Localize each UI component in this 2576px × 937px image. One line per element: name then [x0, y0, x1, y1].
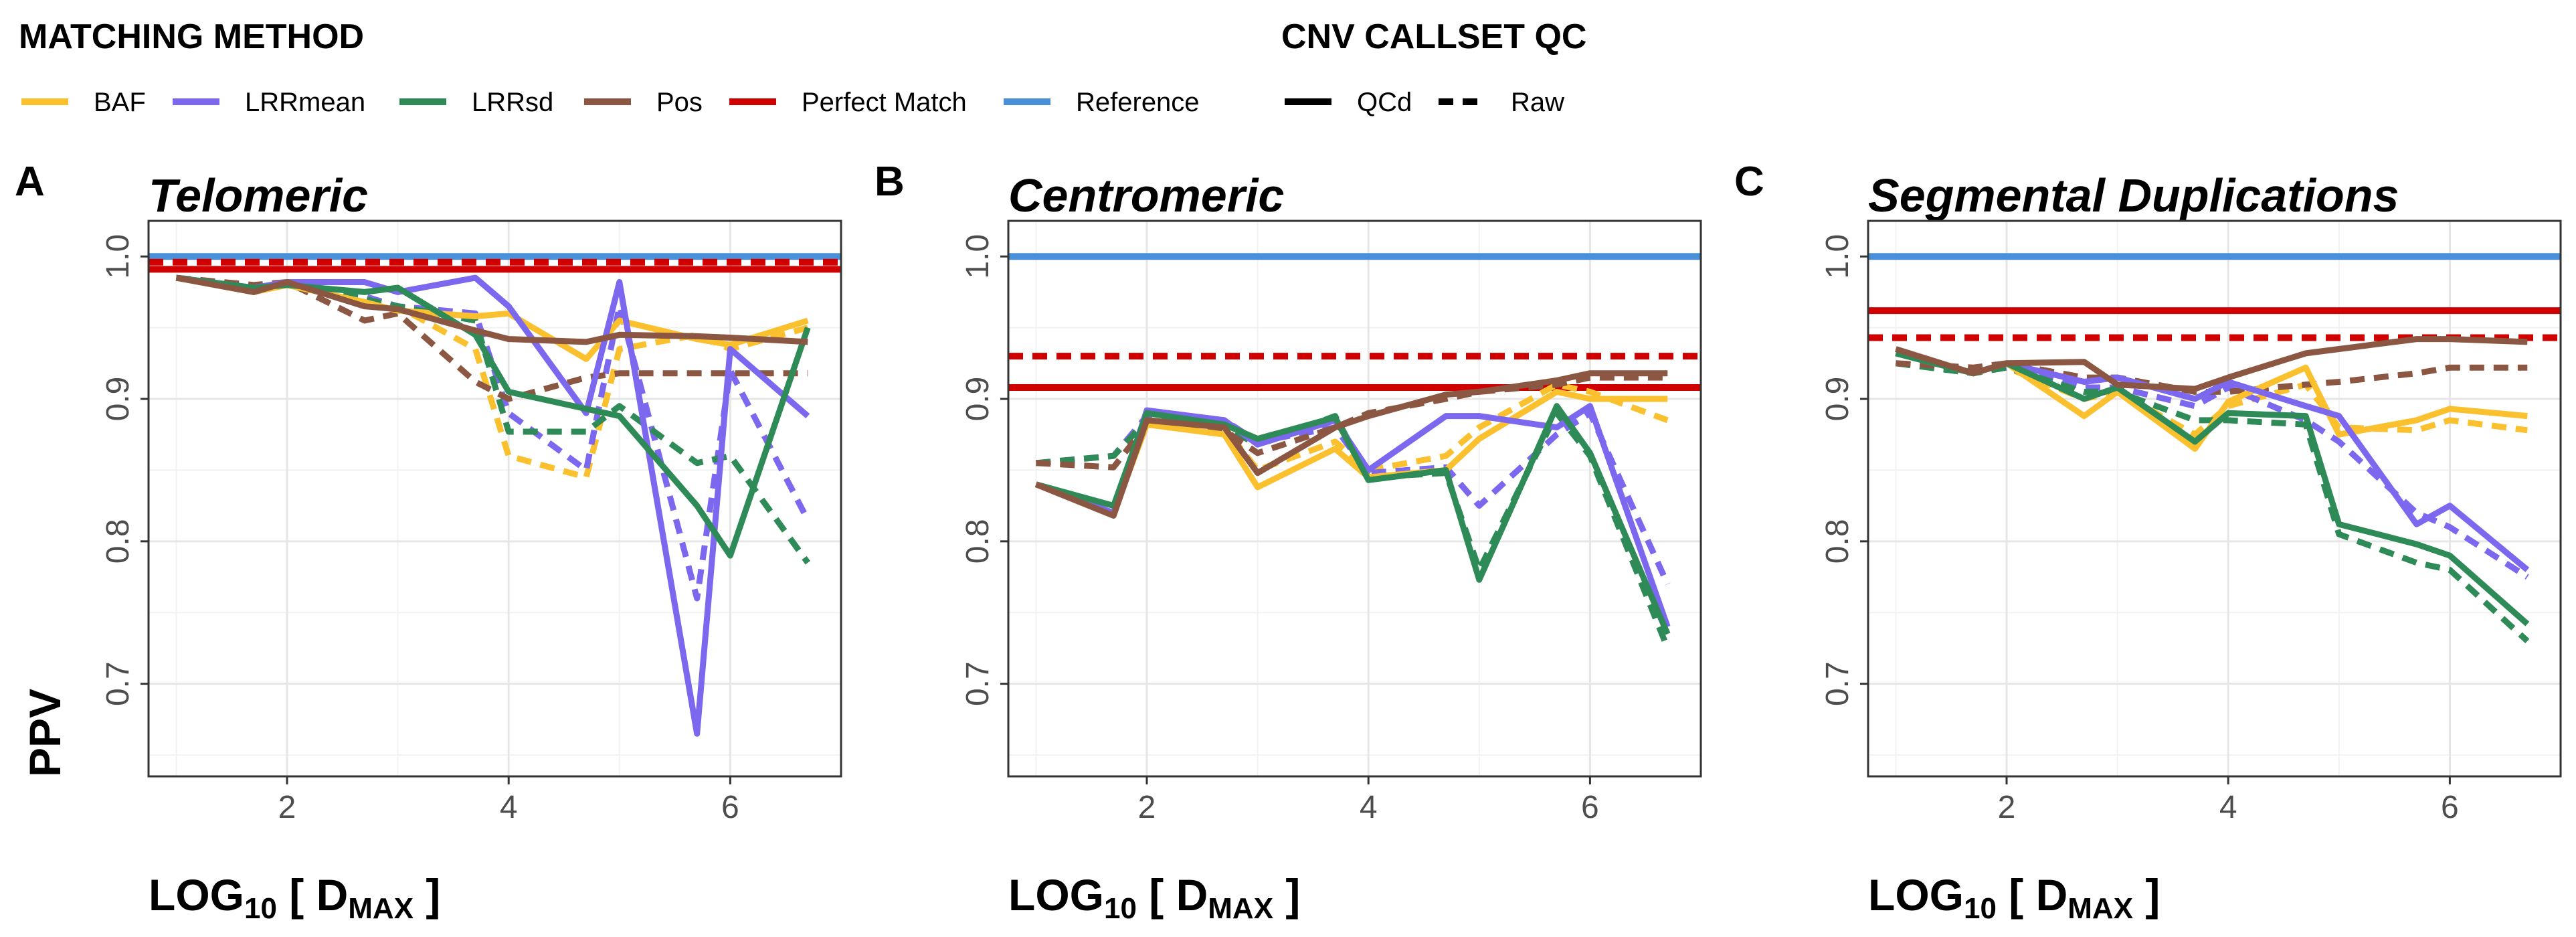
x-axis-label-telomeric: LOG10 [ DMAX ]	[149, 870, 440, 925]
legend-label-baf: BAF	[94, 88, 146, 117]
plot-background	[149, 221, 841, 776]
y-tick-label: 0.9	[1820, 377, 1855, 422]
x-tick-label: 6	[721, 790, 739, 825]
x-tick-label: 2	[1138, 790, 1156, 825]
x-tick-label: 2	[1998, 790, 2016, 825]
legend-label-raw: Raw	[1511, 88, 1564, 117]
plot-frame	[1007, 220, 1702, 778]
x-tick-label: 4	[500, 790, 518, 825]
panel-centromeric: B Centromeric 0.7 0.8 0.9 1.0 2 4 6 LOG10 [ DM…	[875, 159, 1702, 925]
panel-title-telomeric: Telomeric	[149, 169, 368, 222]
x-axis-label-open: [ D	[1997, 870, 2067, 920]
y-tick-label: 0.8	[1820, 519, 1855, 564]
y-axis-label: PPV	[20, 689, 70, 777]
plot-background	[1008, 221, 1701, 776]
plot-area-segmental-duplications: 0.7 0.8 0.9 1.0 2 4 6	[1820, 220, 2562, 825]
legend-label-reference: Reference	[1076, 88, 1200, 117]
x-axis-label-sub2: MAX	[348, 892, 413, 925]
panel-telomeric: A Telomeric 0.7 0.8 0.9 1.0 2 4 6 LOG10 [ DMAX…	[15, 159, 842, 925]
legend-method-title: MATCHING METHOD	[19, 17, 364, 56]
plot-background	[1868, 221, 2561, 776]
legend-qc-title: CNV CALLSET QC	[1281, 17, 1586, 56]
x-axis-label-main: LOG	[1008, 870, 1104, 920]
x-axis-label-segmental-duplications: LOG10 [ DMAX ]	[1868, 870, 2160, 925]
x-axis-label-main: LOG	[149, 870, 244, 920]
x-axis-label-main: LOG	[1868, 870, 1964, 920]
x-axis-label-close: ]	[1273, 870, 1300, 920]
y-tick-label: 1.0	[100, 234, 136, 279]
panel-title-segmental-duplications: Segmental Duplications	[1868, 169, 2399, 222]
legend-method-keys: BAF LRRmean LRRsd Pos Perfect Match Refe…	[21, 88, 1200, 117]
y-tick-label: 0.7	[1820, 661, 1855, 706]
x-axis-label-centromeric: LOG10 [ DMAX ]	[1008, 870, 1300, 925]
y-tick-label: 0.8	[960, 519, 996, 564]
x-axis-label-open: [ D	[1137, 870, 1208, 920]
series-line-pos-solid	[1034, 370, 1668, 519]
series-line-baf-dashed	[1035, 381, 1669, 473]
y-tick-label: 0.9	[960, 377, 996, 422]
x-tick-label: 4	[1360, 790, 1378, 825]
y-tick-label: 0.9	[100, 377, 136, 422]
x-axis-label-close: ]	[2133, 870, 2160, 920]
x-tick-label: 2	[278, 790, 296, 825]
legend-label-perfect-match: Perfect Match	[802, 88, 967, 117]
x-tick-label: 6	[1581, 790, 1599, 825]
series-line-pos-solid	[1895, 336, 2528, 392]
x-tick-label: 6	[2441, 790, 2459, 825]
x-axis-label-sub2: MAX	[2067, 892, 2133, 925]
x-axis-label-sub: 10	[244, 892, 277, 925]
legend-label-lrrsd: LRRsd	[472, 88, 553, 117]
x-axis-label-sub: 10	[1964, 892, 1997, 925]
legend-label-pos: Pos	[656, 88, 703, 117]
plot-frame	[1867, 220, 2562, 778]
y-tick-label: 1.0	[960, 234, 996, 279]
x-axis-label-close: ]	[413, 870, 440, 920]
legend-label-lrrmean: LRRmean	[245, 88, 365, 117]
panel-letter-a: A	[15, 159, 45, 205]
x-axis-label-sub: 10	[1104, 892, 1137, 925]
y-tick-label: 1.0	[1820, 234, 1855, 279]
x-axis-label-sub2: MAX	[1208, 892, 1273, 925]
panel-segmental-duplications: C Segmental Duplications 0.7 0.8 0.9 1.0 2 4 6…	[1734, 159, 2562, 925]
plot-area-telomeric: 0.7 0.8 0.9 1.0 2 4 6	[100, 220, 842, 825]
y-tick-label: 0.8	[100, 519, 136, 564]
plot-area-centromeric: 0.7 0.8 0.9 1.0 2 4 6	[960, 220, 1702, 825]
x-axis-label-open: [ D	[277, 870, 348, 920]
panel-title-centromeric: Centromeric	[1008, 169, 1284, 222]
y-tick-label: 0.7	[960, 661, 996, 706]
plot-frame	[147, 220, 842, 778]
legend-qc-keys: QCd Raw	[1285, 88, 1564, 117]
panel-letter-b: B	[875, 159, 905, 205]
legend-label-qcd: QCd	[1357, 88, 1412, 117]
y-tick-label: 0.7	[100, 661, 136, 706]
panel-letter-c: C	[1734, 159, 1764, 205]
x-tick-label: 4	[2219, 790, 2237, 825]
series-line-pos-solid	[175, 274, 808, 345]
